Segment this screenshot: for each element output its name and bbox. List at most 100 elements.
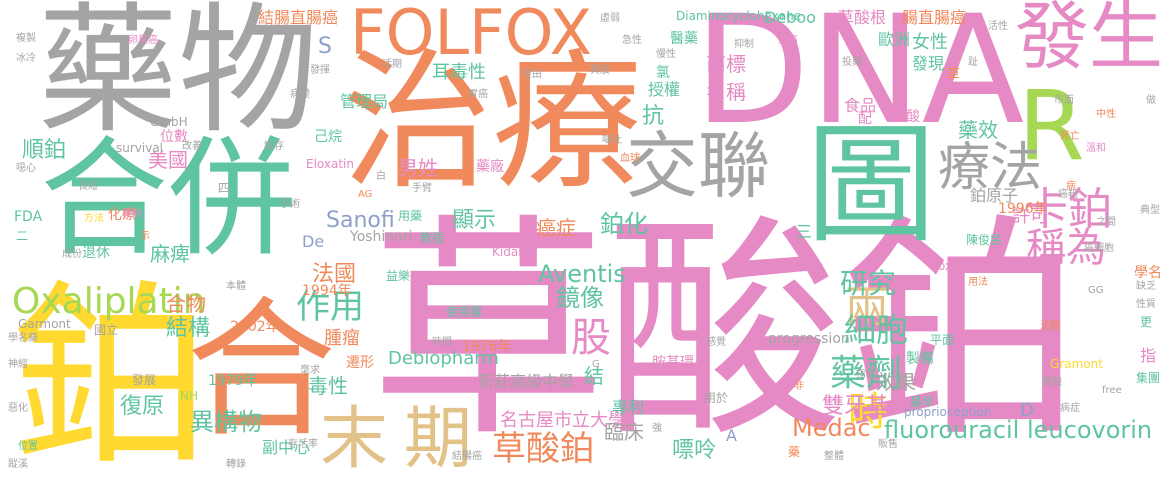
word: 1994年 xyxy=(302,283,352,299)
word: G xyxy=(592,359,600,370)
word: 學名藥 xyxy=(8,333,38,344)
word: 發揮 xyxy=(310,65,330,76)
word: Gramont xyxy=(1050,357,1103,371)
word: 許可 xyxy=(1012,206,1048,227)
word: 藥劑 xyxy=(830,353,903,394)
word: 圖 xyxy=(806,109,937,261)
word: 名稱 xyxy=(706,80,746,104)
word: 溫和 xyxy=(1086,143,1106,154)
word: 手術 xyxy=(280,199,300,210)
word: 癌細胞 xyxy=(1084,243,1114,254)
word: 草酸鉑 xyxy=(492,429,594,469)
word: 結構 xyxy=(166,316,211,341)
word: 位置 xyxy=(18,441,38,452)
word: 用藥 xyxy=(398,209,423,223)
word: 病變 xyxy=(290,89,310,100)
word: R xyxy=(1018,70,1085,182)
word: 1996年 xyxy=(998,201,1048,217)
word: 更 xyxy=(1140,315,1153,329)
word: 性質 xyxy=(1136,299,1156,310)
word: 異構物 xyxy=(190,408,262,436)
word: DNA xyxy=(694,0,1025,158)
word: 做 xyxy=(1146,95,1156,106)
word: 發現 xyxy=(912,54,945,73)
word: 末 xyxy=(320,400,389,479)
word: 耳毒性 xyxy=(432,62,486,83)
word: 缺乏 xyxy=(1136,281,1156,292)
word: 醫藥 xyxy=(670,31,698,47)
word: 二 xyxy=(16,229,29,243)
word: 嘌呤 xyxy=(672,438,717,463)
word: 治療 xyxy=(342,36,643,210)
word: A xyxy=(726,426,737,445)
word: 變存 xyxy=(264,141,284,152)
word: 配 xyxy=(858,111,872,127)
word: 作用 xyxy=(296,287,364,327)
word: 位數 xyxy=(160,129,188,145)
word: 藥 xyxy=(788,445,801,459)
word: Diaminocyclohexane xyxy=(676,9,802,23)
word: 草酸鉑 xyxy=(370,194,1079,469)
word: 抑制 xyxy=(734,39,754,50)
word: 本體 xyxy=(226,281,246,292)
word: FOLFOX xyxy=(350,0,592,69)
word: 卵巢癌 xyxy=(128,35,158,46)
word: 復原 xyxy=(120,394,165,419)
word: 血球 xyxy=(620,153,640,164)
word: 嘔吐 xyxy=(602,135,622,146)
word: 時間 xyxy=(432,337,452,348)
word: 中性 xyxy=(1096,109,1116,120)
word: 女性 xyxy=(912,32,948,53)
word: 腫瘤 xyxy=(324,328,360,349)
word: 陳俊民 xyxy=(966,233,1003,247)
word: 顯示 xyxy=(452,208,497,233)
word: 存活率 xyxy=(288,439,318,450)
word: 使用權 xyxy=(446,305,483,319)
word: 氯 xyxy=(656,65,670,81)
word: 鏡像 xyxy=(556,284,604,312)
word: 順鉑 xyxy=(22,138,67,163)
word: 2002年 xyxy=(230,319,280,335)
word: 兩 xyxy=(845,282,889,333)
word: 草酸根 xyxy=(838,8,887,27)
word: GmbH xyxy=(150,115,188,129)
word: 商標 xyxy=(706,52,746,76)
word: 機制 xyxy=(122,209,142,220)
word: oxalatoplatinum xyxy=(938,259,1036,273)
word: 食品 xyxy=(844,96,877,115)
word: 毫求 xyxy=(300,365,320,376)
word: 藥物 xyxy=(38,0,319,153)
word: 1979年 xyxy=(208,373,258,389)
word: 酸 xyxy=(906,109,920,125)
word: 效果 xyxy=(876,370,916,394)
word: fluorouracil leucovorin xyxy=(884,416,1153,444)
word: 專利 xyxy=(612,398,645,417)
word: proprioception xyxy=(904,405,992,419)
word: 單牙基 xyxy=(410,339,447,353)
word: 病 xyxy=(1066,181,1076,192)
word: 實驗 xyxy=(1042,377,1062,388)
word: 急性 xyxy=(622,35,642,46)
word: 複製 xyxy=(16,33,36,44)
word: 鉑原子 xyxy=(970,186,1019,205)
word: 發生 xyxy=(1015,0,1163,80)
word: 細胞 xyxy=(844,311,909,349)
word: 平面 xyxy=(930,333,955,347)
word: 異股 xyxy=(590,65,610,76)
word: 合併 xyxy=(40,125,297,274)
word: 販售 xyxy=(878,439,898,450)
word: 合物 xyxy=(166,292,206,316)
word: FDA xyxy=(14,209,43,225)
word: 噁心 xyxy=(16,163,36,174)
word: 期 xyxy=(404,400,473,479)
word: 腸直腸癌 xyxy=(902,8,967,27)
word: 活期 xyxy=(382,59,402,70)
word: 方法 xyxy=(84,213,104,224)
word: Debiopharm xyxy=(388,348,499,369)
word: 指數 xyxy=(856,369,876,380)
word: 交聯 xyxy=(626,124,771,208)
word: 整體 xyxy=(824,451,844,462)
word: 集團 xyxy=(1136,371,1161,385)
word: Oxaliplatin xyxy=(12,281,206,322)
word: 雙牙基 xyxy=(822,394,889,419)
